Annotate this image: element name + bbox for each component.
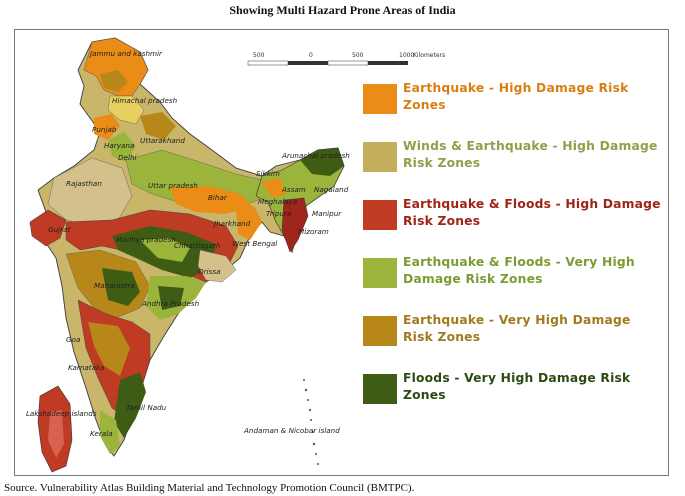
label-maharastra: Maharastra: [94, 281, 135, 290]
legend-swatch: [363, 142, 397, 172]
zone-ne-green: [300, 148, 344, 176]
label-up: Uttar pradesh: [148, 181, 198, 190]
legend-swatch: [363, 374, 397, 404]
legend-swatch: [363, 200, 397, 230]
label-orissa: Orissa: [198, 267, 221, 276]
zone-jk-vh: [100, 70, 128, 92]
zone-gangetic-orange: [170, 186, 252, 214]
label-tripura: Tripura: [266, 209, 291, 218]
legend-label: Earthquake - Very High Damage Risk Zones: [403, 313, 631, 344]
zone-punjab: [94, 114, 120, 140]
legend-swatch: [363, 84, 397, 114]
zone-lakshadweep-inner: [48, 410, 64, 458]
label-goa: Goa: [66, 335, 80, 344]
label-assam: Assam: [281, 185, 306, 194]
scale-tick-3: 500: [352, 52, 364, 59]
label-lakshadweep: Lakshadeep islands: [26, 409, 97, 418]
place-labels: Jammu and kashmir Himachal pradesh Punja…: [26, 49, 350, 438]
zone-tn-green: [114, 372, 146, 438]
label-sikkim: Sikkim: [256, 169, 280, 178]
label-jk: Jammu and kashmir: [88, 49, 163, 58]
label-hp: Himachal pradesh: [112, 96, 178, 105]
label-haryana: Haryana: [104, 141, 134, 150]
label-gujarat: Gujrat: [48, 225, 71, 234]
zone-ne-red: [281, 197, 309, 253]
label-karnataka: Karnataka: [68, 363, 105, 372]
zone-karnataka: [88, 322, 130, 376]
label-manipur: Manipur: [312, 209, 342, 218]
label-mizoram: Mizoram: [298, 227, 329, 236]
zone-hp: [107, 95, 145, 125]
legend-swatch: [363, 258, 397, 288]
label-ap: Andhra Pradesh: [141, 299, 200, 308]
andaman-islands: [303, 379, 319, 465]
scale-tick-2: 0: [309, 52, 313, 59]
zone-kerala: [100, 410, 120, 454]
label-kerala: Kerala: [90, 429, 113, 438]
zone-ne-orange: [262, 178, 286, 198]
legend-swatch: [363, 316, 397, 346]
label-andaman: Andaman & Nicobar island: [243, 426, 340, 435]
source-note: Source. Vulnerability Atlas Building Mat…: [4, 482, 415, 494]
label-punjab: Punjab: [92, 125, 117, 134]
label-wb: West Bengal: [232, 239, 277, 248]
label-tn: Tamil Nadu: [126, 403, 167, 412]
zone-deccan-green: [102, 268, 140, 306]
label-rajasthan: Rajasthan: [66, 179, 102, 188]
label-nagaland: Nagaland: [314, 185, 349, 194]
label-jharkhand: Jharkhand: [212, 219, 251, 228]
zone-gujarat-red: [29, 209, 67, 247]
label-delhi: Delhi: [118, 153, 137, 162]
legend-label: Earthquake & Floods - High Damage Risk Z…: [403, 197, 661, 228]
legend-label: Floods - Very High Damage Risk Zones: [403, 371, 631, 402]
zone-wb: [236, 206, 262, 240]
label-uttarakhand: Uttarakhand: [140, 136, 185, 145]
label-arunachal: Arunachal pradesh: [281, 151, 350, 160]
label-mp: Madhya pradesh: [116, 235, 176, 244]
zone-orissa: [197, 249, 237, 283]
zone-uttarakhand: [140, 112, 176, 140]
scale-unit: Kilometers: [413, 52, 445, 59]
zone-haryana: [108, 132, 136, 162]
scale-tick-1: 500: [253, 52, 265, 59]
legend-label: Winds & Earthquake - High Damage Risk Zo…: [403, 139, 658, 170]
label-meghalaya: Meghalaya: [258, 197, 297, 206]
label-bihar: Bihar: [208, 193, 228, 202]
zone-central-olive: [140, 238, 190, 262]
zone-ap-green: [158, 286, 184, 310]
label-chhattisgarh: Chhattisgarh: [174, 241, 221, 250]
map-title: Showing Multi Hazard Prone Areas of Indi…: [229, 3, 456, 17]
scale-bar: 500 0 500 1000 Kilometers: [247, 52, 445, 66]
legend-label: Earthquake - High Damage Risk Zones: [403, 81, 629, 112]
legend-label: Earthquake & Floods - Very High Damage R…: [403, 255, 635, 286]
scale-tick-4: 1000: [399, 52, 414, 59]
